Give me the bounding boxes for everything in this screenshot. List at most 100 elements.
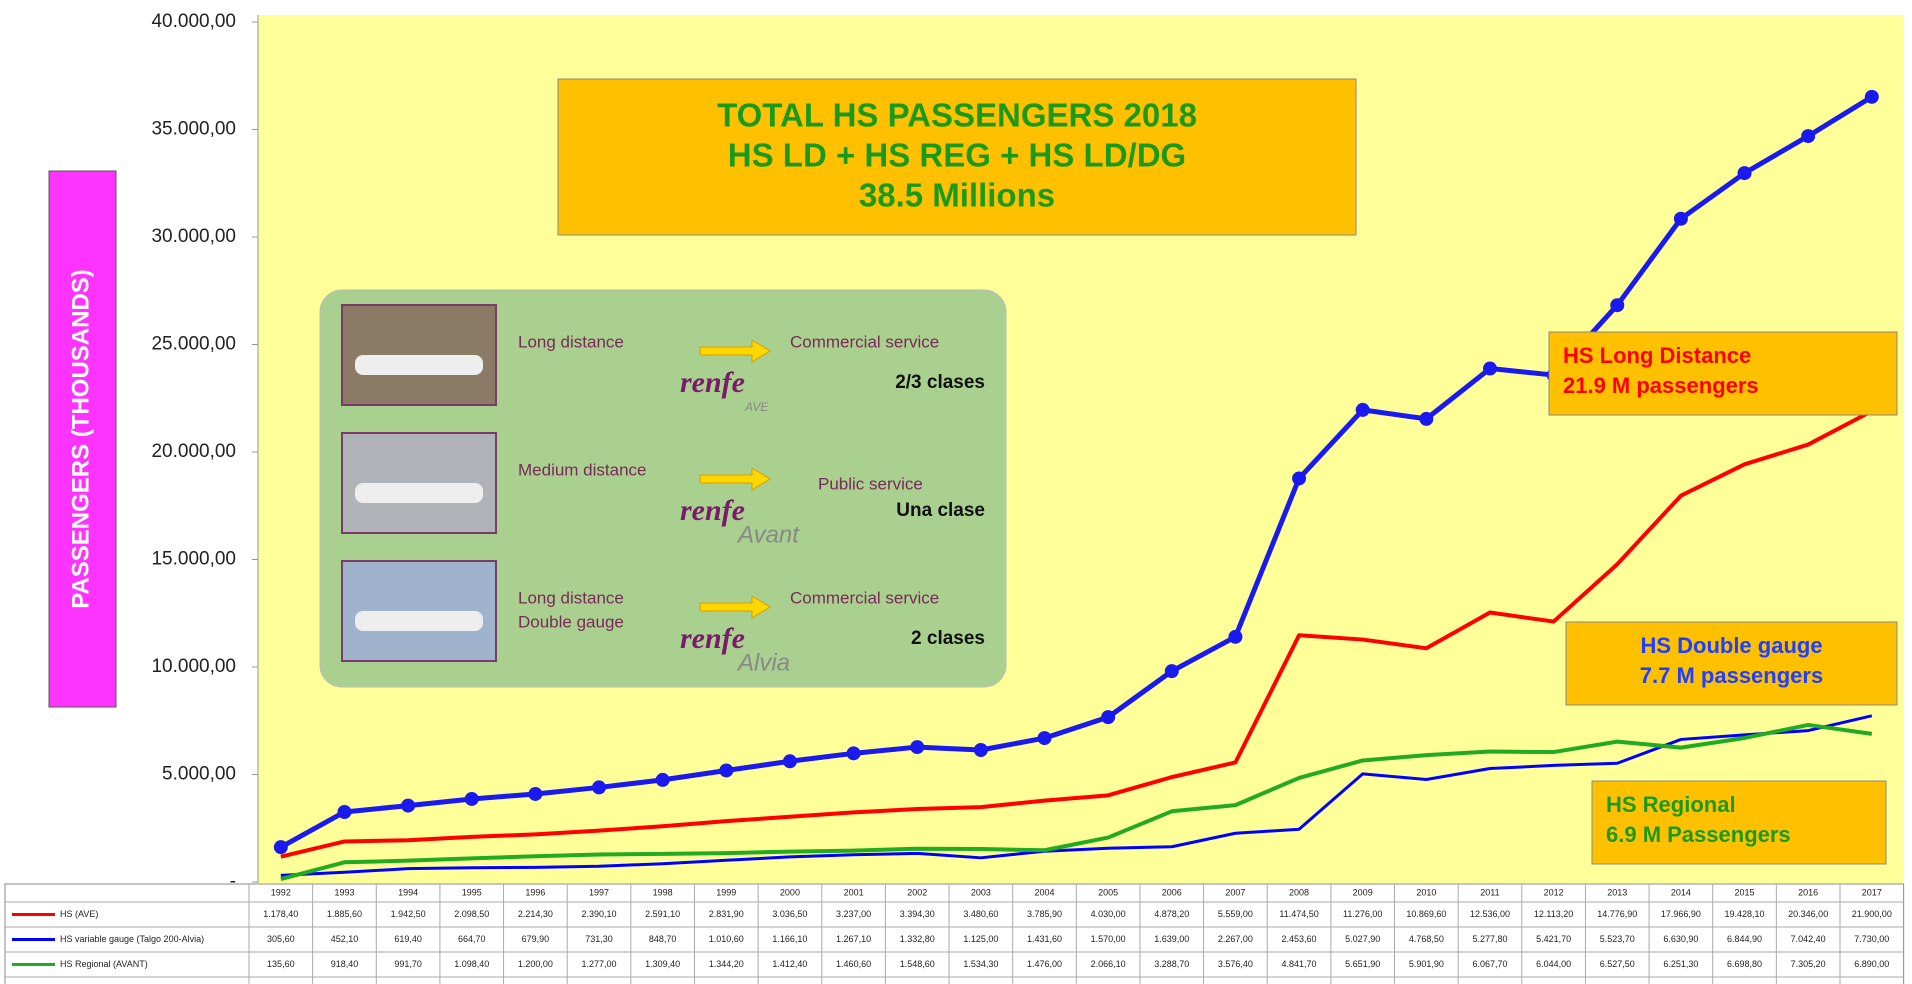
year-label: 1993	[334, 887, 354, 897]
table-cell: 664,70	[458, 934, 486, 944]
train-shape	[355, 611, 483, 631]
title-line: 38.5 Millions	[859, 177, 1055, 214]
title-line: TOTAL HS PASSENGERS 2018	[717, 97, 1197, 134]
inset-text: Commercial service	[790, 332, 939, 351]
point	[465, 792, 479, 806]
table-cell: 5.421,70	[1536, 934, 1571, 944]
inset-text: Medium distance	[518, 460, 647, 479]
table-cell: 5.559,00	[1218, 909, 1253, 919]
point	[1228, 630, 1242, 644]
table-cell: 11.474,50	[1279, 909, 1318, 919]
point	[1419, 412, 1433, 426]
table-cell: 305,60	[267, 934, 295, 944]
table-cell: 1.570,00	[1091, 934, 1126, 944]
inset-sub: Alvia	[736, 649, 790, 676]
point	[528, 787, 542, 801]
legend-label: HS (AVE)	[60, 909, 98, 919]
point	[1292, 471, 1306, 485]
y-tick-label: -	[230, 871, 236, 892]
inset-classes: 2 clases	[911, 628, 985, 649]
year-label: 2017	[1862, 887, 1882, 897]
point	[1674, 212, 1688, 226]
year-label: 2016	[1798, 887, 1818, 897]
table-cell: 1.200,00	[518, 959, 553, 969]
table-cell: 619,40	[394, 934, 422, 944]
table-cell: 5.651,90	[1345, 959, 1380, 969]
year-label: 1998	[653, 887, 673, 897]
inset-brand: renfe	[680, 622, 745, 655]
table-cell: 679,90	[522, 934, 550, 944]
table-cell: 1.010,60	[709, 934, 744, 944]
y-tick-label: 30.000,00	[151, 226, 236, 247]
year-label: 2000	[780, 887, 800, 897]
page: {"chart_data": { "type": "line", "title_…	[0, 0, 1912, 984]
table-cell: 2.066,10	[1091, 959, 1126, 969]
table-cell: 1.166,10	[772, 934, 807, 944]
table-cell: 3.480,60	[963, 909, 998, 919]
table-cell: 5.277,80	[1472, 934, 1507, 944]
table-cell: 19.428,10	[1725, 909, 1765, 919]
table-cell: 848,70	[649, 934, 677, 944]
year-label: 1992	[271, 887, 291, 897]
table-cell: 3.576,40	[1218, 959, 1253, 969]
inset-text: Public service	[818, 474, 923, 493]
table-cell: 7.305,20	[1791, 959, 1826, 969]
point	[910, 740, 924, 754]
table-cell: 1.125,00	[963, 934, 998, 944]
callout-text: HS Regional	[1606, 792, 1736, 817]
table-cell: 1.548,60	[900, 959, 935, 969]
table-cell: 1.344,20	[709, 959, 744, 969]
table-cell: 7.730,00	[1854, 934, 1889, 944]
table-cell: 2.390,10	[581, 909, 616, 919]
table-cell: 6.698,80	[1727, 959, 1762, 969]
table-cell: 1.534,30	[963, 959, 998, 969]
inset-text: Long distance	[518, 588, 624, 607]
callout-text: 6.9 M Passengers	[1606, 822, 1791, 847]
table-cell: 5.901,90	[1409, 959, 1444, 969]
table-cell: 3.237,00	[836, 909, 871, 919]
inset-text: Double gauge	[518, 612, 624, 631]
year-label: 2014	[1671, 887, 1691, 897]
table-cell: 11.276,00	[1343, 909, 1382, 919]
point	[1865, 90, 1879, 104]
year-label: 2009	[1353, 887, 1373, 897]
y-tick-label: 40.000,00	[151, 11, 236, 32]
callout-text: 7.7 M passengers	[1640, 663, 1823, 688]
table-cell: 1.178,40	[263, 909, 298, 919]
point	[719, 763, 733, 777]
point	[1038, 731, 1052, 745]
callout-text: HS Double gauge	[1640, 633, 1822, 658]
y-tick-label: 15.000,00	[151, 549, 236, 570]
legend-label: HS Regional (AVANT)	[60, 959, 148, 969]
table-cell: 1.267,10	[836, 934, 871, 944]
title-line: HS LD + HS REG + HS LD/DG	[728, 137, 1186, 174]
point	[974, 743, 988, 757]
point	[1165, 664, 1179, 678]
table-cell: 1.460,60	[836, 959, 871, 969]
table-cell: 4.030,00	[1091, 909, 1126, 919]
table-cell: 2.831,90	[709, 909, 744, 919]
point	[847, 746, 861, 760]
inset-text: Long distance	[518, 332, 624, 351]
year-label: 2013	[1607, 887, 1627, 897]
y-tick-label: 20.000,00	[151, 441, 236, 462]
table-cell: 3.394,30	[900, 909, 935, 919]
table-cell: 6.527,50	[1600, 959, 1635, 969]
inset-sub: Avant	[736, 521, 800, 548]
table-cell: 1.639,00	[1154, 934, 1189, 944]
table-cell: 135,60	[267, 959, 295, 969]
callout-text: 21.9 M passengers	[1563, 373, 1759, 398]
year-label: 2008	[1289, 887, 1309, 897]
table-cell: 1.412,40	[772, 959, 807, 969]
table-cell: 1.431,60	[1027, 934, 1062, 944]
year-label: 1994	[398, 887, 418, 897]
inset-classes: 2/3 clases	[895, 372, 985, 393]
callout-text: HS Long Distance	[1563, 343, 1751, 368]
table-cell: 4.768,50	[1409, 934, 1444, 944]
train-shape	[355, 355, 483, 375]
table-cell: 12.536,00	[1470, 909, 1510, 919]
y-tick-label: 25.000,00	[151, 334, 236, 355]
inset-classes: Una clase	[896, 500, 985, 521]
table-cell: 2.267,00	[1218, 934, 1253, 944]
table-cell: 6.251,30	[1663, 959, 1698, 969]
